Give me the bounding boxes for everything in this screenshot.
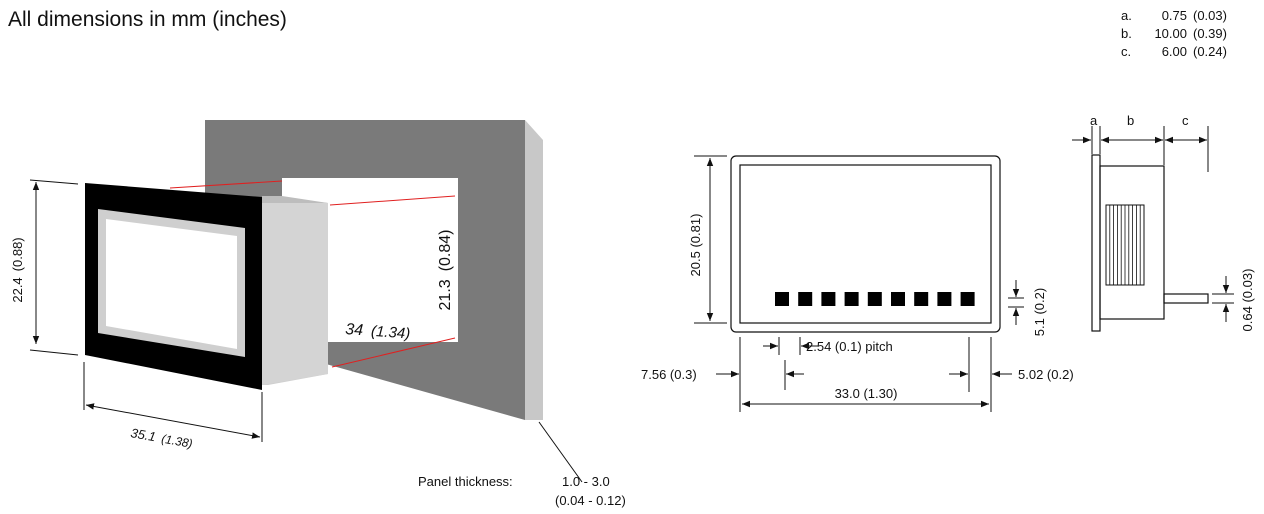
dim-arrow-width bbox=[85, 403, 261, 439]
module-body-shade bbox=[262, 196, 328, 203]
legend-row-a: a. 0.75 (0.03) bbox=[1121, 7, 1227, 25]
front-outline bbox=[730, 155, 1001, 333]
cut-line-top-left bbox=[169, 180, 283, 189]
cutout-width-label: 34 (1.34) bbox=[345, 321, 411, 342]
pin-square bbox=[798, 292, 813, 306]
legend-key: b. bbox=[1121, 26, 1132, 41]
cutout-height-label: 21.3(0.84) bbox=[437, 230, 454, 311]
dim-c-label: c bbox=[1182, 113, 1189, 128]
bezel-window bbox=[106, 219, 237, 349]
dim-a-label: a bbox=[1090, 113, 1098, 128]
dimension-legend: a. 0.75 (0.03) b. 10.00 (0.39) c. 6.00 (0.24) bbox=[1121, 7, 1227, 61]
panel-thickness-mm: 1.0 - 3.0 bbox=[562, 474, 610, 489]
height-mm-label: 22.4(0.88) bbox=[10, 237, 25, 302]
pin-row bbox=[775, 292, 975, 306]
cut-line-top-right bbox=[329, 195, 456, 206]
side-bezel bbox=[1091, 154, 1101, 332]
pin-square bbox=[867, 292, 882, 306]
pin-thickness-label: 0.64 (0.03) bbox=[1240, 269, 1255, 332]
isometric-view: 22.4(0.88) 35.1 (1.38) 21.3(0.84) 34 (1.34… bbox=[10, 120, 626, 508]
side-pin bbox=[1163, 293, 1209, 304]
cut-line-bottom bbox=[331, 337, 456, 368]
module-body-side bbox=[262, 196, 328, 385]
width-label: 35.1 (1.38) bbox=[129, 425, 193, 451]
front-view: 20.5 (0.81) 5.1 (0.2) 2.54 (0.1) pitch 7… bbox=[641, 155, 1074, 412]
legend-mm: 10.00 bbox=[1154, 26, 1187, 41]
pin-height-label: 5.1 (0.2) bbox=[1032, 288, 1047, 336]
pin-square bbox=[960, 292, 975, 306]
pin-square bbox=[844, 292, 859, 306]
panel-thickness-in: (0.04 - 0.12) bbox=[555, 493, 626, 508]
side-ribs bbox=[1105, 204, 1145, 286]
front-width-label: 33.0 (1.30) bbox=[835, 386, 898, 401]
legend-row-c: c. 6.00 (0.24) bbox=[1121, 43, 1227, 61]
legend-row-b: b. 10.00 (0.39) bbox=[1121, 25, 1227, 43]
side-view: a b c 0.64 (0.03) bbox=[1072, 113, 1255, 332]
front-height-label: 20.5 (0.81) bbox=[688, 214, 703, 277]
legend-in: (0.24) bbox=[1193, 44, 1227, 59]
ext-line bbox=[29, 349, 79, 356]
pin-square bbox=[821, 292, 836, 306]
thickness-leader bbox=[538, 421, 583, 483]
pin-square bbox=[891, 292, 905, 306]
legend-mm: 0.75 bbox=[1161, 8, 1187, 23]
legend-in: (0.03) bbox=[1193, 8, 1227, 23]
pin-square bbox=[775, 292, 789, 306]
ext-line bbox=[29, 179, 79, 185]
legend-in: (0.39) bbox=[1193, 26, 1227, 41]
legend-mm: 6.00 bbox=[1161, 44, 1187, 59]
dim-b-label: b bbox=[1127, 113, 1134, 128]
legend-key: a. bbox=[1121, 8, 1132, 23]
front-display bbox=[739, 164, 992, 324]
left-offset-label: 7.56 (0.3) bbox=[641, 367, 697, 382]
legend-key: c. bbox=[1121, 44, 1132, 59]
pin-square bbox=[937, 292, 952, 306]
panel-side-edge bbox=[525, 120, 543, 420]
pitch-label: 2.54 (0.1) pitch bbox=[806, 339, 893, 354]
panel-thickness-label: Panel thickness: bbox=[418, 474, 513, 489]
page-title: All dimensions in mm (inches) bbox=[8, 8, 287, 31]
right-offset-label: 5.02 (0.2) bbox=[1018, 367, 1074, 382]
pin-square bbox=[914, 292, 929, 306]
side-body bbox=[1099, 165, 1165, 320]
